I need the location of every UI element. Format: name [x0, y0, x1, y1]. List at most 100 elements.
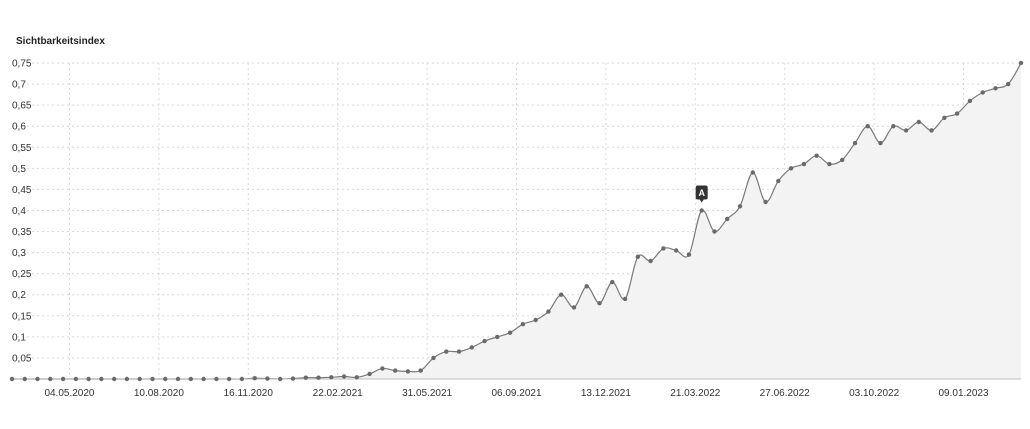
data-point	[35, 376, 40, 382]
y-tick-label: 0,6	[12, 122, 26, 133]
x-tick-label: 22.02.2021	[313, 388, 363, 399]
data-point	[686, 252, 692, 257]
data-point	[622, 296, 628, 302]
annotation-marker: A	[695, 185, 708, 203]
data-point	[201, 376, 206, 382]
data-point	[9, 376, 15, 382]
data-point	[1018, 60, 1024, 66]
data-point	[265, 376, 270, 381]
data-point	[559, 292, 564, 297]
data-point	[86, 376, 91, 382]
data-point	[635, 254, 640, 259]
data-point	[520, 322, 526, 327]
data-point	[456, 349, 462, 354]
data-point	[725, 216, 730, 222]
point-layer	[9, 60, 1024, 382]
y-tick-label: 0,25	[12, 269, 32, 280]
data-point	[124, 376, 130, 382]
data-point	[776, 178, 781, 184]
data-point	[137, 376, 142, 382]
data-point	[737, 204, 743, 209]
y-tick-label: 0,05	[12, 353, 32, 364]
data-point	[163, 376, 168, 382]
data-point	[840, 157, 845, 163]
data-point	[1006, 81, 1011, 87]
y-tick-label: 0,55	[12, 143, 32, 154]
y-tick-label: 0,65	[12, 101, 32, 112]
y-tick-label: 0,45	[12, 185, 32, 196]
label-layer: 0,05 0,1 0,15 0,2 0,25 0,3 0,35 0,4 0,45 0,5 0,55 0…	[12, 59, 989, 400]
annotation-box	[695, 185, 708, 200]
data-point	[814, 153, 819, 158]
data-point	[431, 355, 436, 361]
y-tick-label: 0,5	[12, 164, 26, 175]
area-fill	[12, 63, 1021, 380]
data-point	[993, 86, 998, 91]
data-point	[827, 161, 832, 167]
annotation-label: A	[698, 188, 705, 198]
data-point	[865, 124, 870, 129]
data-point	[891, 124, 896, 129]
data-point	[597, 301, 602, 306]
data-point	[73, 376, 79, 382]
data-point	[239, 376, 245, 382]
data-point	[852, 140, 858, 146]
data-point	[175, 376, 181, 382]
data-point	[546, 309, 551, 314]
data-point	[571, 305, 577, 310]
chart-title: Sichtbarkeitsindex	[16, 36, 105, 47]
data-point	[942, 115, 947, 121]
data-point	[444, 349, 449, 354]
y-tick-label: 0,15	[12, 311, 32, 322]
data-point	[22, 376, 27, 382]
data-point	[393, 368, 398, 373]
data-point	[341, 374, 347, 379]
y-tick-label: 0,35	[12, 227, 32, 238]
y-tick-label: 0,75	[12, 59, 32, 70]
data-point	[980, 90, 985, 95]
y-tick-label: 0,1	[12, 332, 26, 343]
data-point	[316, 375, 321, 380]
data-point	[712, 229, 717, 234]
data-point	[482, 338, 487, 344]
data-point	[329, 375, 334, 380]
data-point	[916, 119, 921, 125]
x-tick-label: 16.11.2020	[224, 388, 274, 399]
data-point	[252, 376, 257, 381]
data-point	[903, 128, 909, 133]
x-tick-label: 27.06.2022	[760, 388, 810, 399]
x-tick-label: 31.05.2021	[402, 388, 452, 399]
data-point	[878, 140, 883, 146]
data-point	[380, 366, 385, 371]
data-point	[763, 199, 768, 205]
data-point	[967, 98, 973, 104]
data-point	[648, 258, 653, 264]
data-point	[533, 317, 538, 323]
x-tick-label: 03.10.2022	[849, 388, 899, 399]
data-point	[99, 376, 104, 382]
annotation-layer: A	[695, 185, 708, 203]
x-tick-label: 13.12.2021	[581, 388, 631, 399]
x-tick-label: 04.05.2020	[44, 388, 94, 399]
data-point	[750, 170, 755, 175]
data-point	[278, 376, 283, 382]
y-tick-label: 0,3	[12, 248, 26, 259]
data-point	[495, 334, 500, 340]
data-point	[60, 376, 66, 382]
data-point	[584, 284, 589, 289]
data-point	[954, 111, 960, 116]
y-tick-label: 0,4	[12, 206, 26, 217]
data-point	[801, 161, 807, 167]
data-point	[303, 375, 308, 380]
data-point	[290, 376, 296, 381]
x-tick-label: 10.08.2020	[134, 388, 184, 399]
data-point	[469, 345, 474, 350]
x-tick-label: 06.09.2021	[491, 388, 541, 399]
data-point	[188, 376, 193, 382]
data-point	[226, 376, 232, 382]
data-point	[354, 375, 359, 380]
annotation-pointer	[699, 199, 704, 203]
area-layer	[12, 63, 1021, 380]
